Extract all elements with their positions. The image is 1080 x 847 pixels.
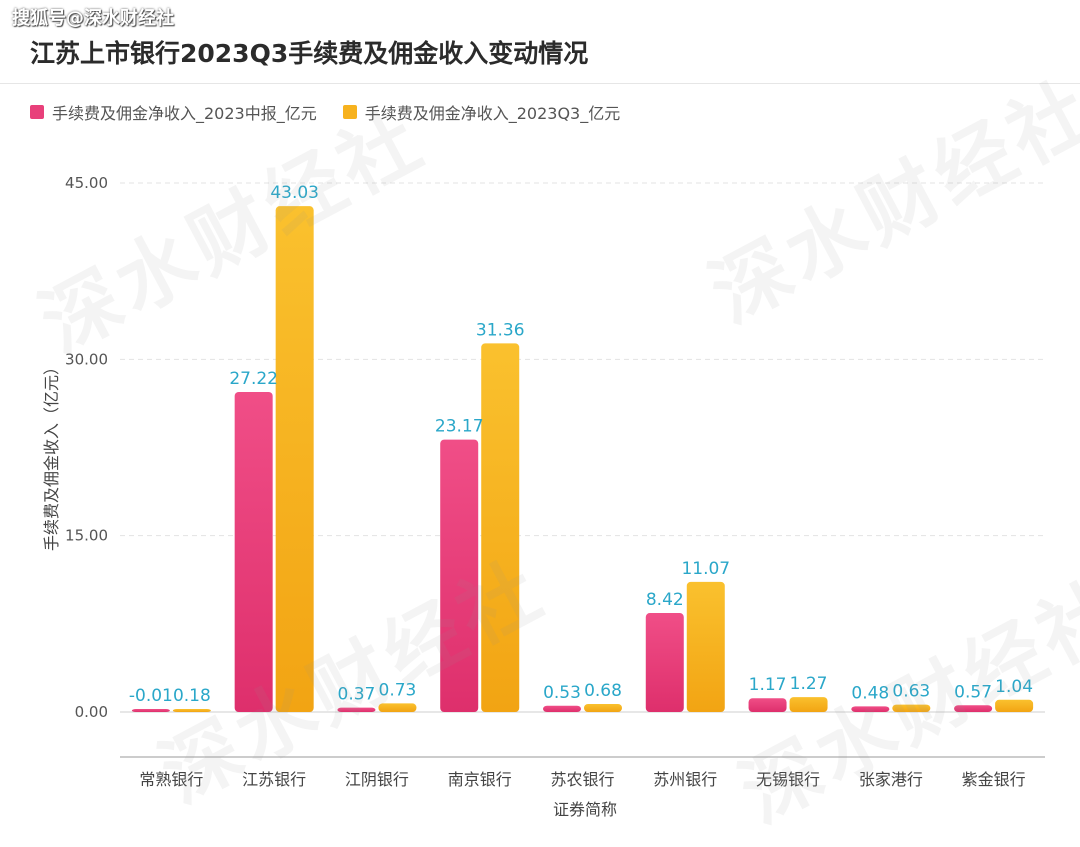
x-tick-label: 紫金银行: [962, 770, 1026, 789]
legend-swatch-series-1: [30, 105, 44, 119]
top-banner: 搜狐号@深水财经社: [0, 0, 1080, 29]
source-watermark-tag: 搜狐号@深水财经社: [12, 8, 174, 29]
x-tick-label: 张家港行: [859, 770, 923, 789]
chart-legend: 手续费及佣金净收入_2023中报_亿元 手续费及佣金净收入_2023Q3_亿元: [30, 100, 620, 124]
data-label-series-1: -0.01: [129, 686, 173, 706]
legend-label-series-2: 手续费及佣金净收入_2023Q3_亿元: [364, 104, 621, 123]
bar-series-1: [234, 392, 273, 712]
data-label-series-2: 0.63: [892, 682, 930, 702]
data-label-series-2: 43.03: [270, 183, 319, 203]
bar-series-2: [686, 581, 725, 712]
data-label-series-2: 1.04: [995, 677, 1033, 697]
data-label-series-2: 1.27: [790, 674, 828, 694]
chart-title: 江苏上市银行2023Q3手续费及佣金收入变动情况: [30, 39, 589, 68]
data-label-series-1: 0.37: [338, 685, 376, 705]
data-label-series-2: 0.68: [584, 681, 622, 701]
x-tick-label: 苏州银行: [653, 770, 717, 789]
bar-series-1: [748, 698, 787, 712]
bar-series-1: [440, 439, 479, 712]
data-label-series-1: 27.22: [229, 369, 278, 389]
data-label-series-2: 0.18: [173, 686, 211, 706]
bar-series-1: [337, 707, 376, 712]
bar-series-2: [481, 343, 520, 712]
y-tick-label: 30.00: [65, 350, 108, 368]
bar-series-2: [378, 703, 417, 712]
y-tick-label: 15.00: [65, 527, 108, 545]
bar-series-2: [995, 699, 1034, 712]
bar-series-1: [954, 705, 993, 712]
title-divider: [0, 83, 1080, 84]
bar-series-1: [543, 705, 581, 712]
bar-series-2: [584, 704, 622, 712]
legend-item-series-1[interactable]: 手续费及佣金净收入_2023中报_亿元: [30, 100, 317, 124]
x-axis-label: 证券简称: [552, 800, 618, 819]
x-tick-label: 无锡银行: [756, 770, 820, 789]
y-tick-label: 45.00: [65, 174, 108, 192]
data-label-series-2: 31.36: [476, 320, 525, 340]
data-label-series-1: 8.42: [646, 590, 684, 610]
data-label-series-1: 0.53: [543, 683, 581, 703]
bar-series-1: [645, 613, 684, 712]
legend-label-series-1: 手续费及佣金净收入_2023中报_亿元: [52, 104, 317, 123]
bar-series-2: [172, 709, 211, 712]
bar-series-1: [851, 706, 890, 712]
bar-series-1: [131, 709, 170, 712]
data-label-series-1: 0.57: [954, 682, 992, 702]
data-label-series-1: 0.48: [851, 683, 889, 703]
y-tick-label: 0.00: [75, 703, 108, 721]
bar-series-2: [275, 206, 314, 712]
bar-series-2: [892, 704, 931, 712]
data-label-series-1: 1.17: [749, 675, 787, 695]
x-tick-label: 常熟银行: [139, 770, 203, 789]
bar-series-2: [789, 697, 828, 712]
data-label-series-1: 23.17: [435, 417, 484, 437]
legend-swatch-series-2: [342, 105, 357, 119]
data-label-series-2: 11.07: [681, 559, 730, 579]
x-tick-label: 江苏银行: [242, 770, 306, 789]
x-tick-label: 江阴银行: [345, 770, 409, 789]
legend-item-series-2[interactable]: 手续费及佣金净收入_2023Q3_亿元: [342, 100, 621, 124]
x-tick-label: 南京银行: [448, 770, 512, 789]
data-label-series-2: 0.73: [379, 680, 417, 700]
x-tick-label: 苏农银行: [550, 770, 614, 789]
